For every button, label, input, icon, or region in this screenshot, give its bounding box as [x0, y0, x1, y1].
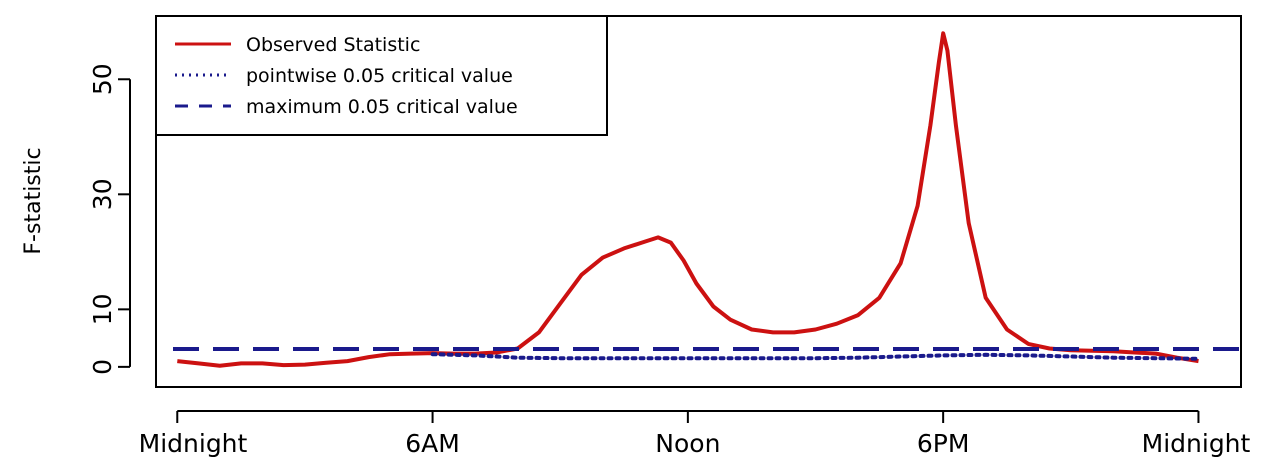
series-layer — [173, 31, 1241, 368]
x-tick-label: Midnight — [1142, 429, 1251, 458]
x-axis: Midnight 6AM Noon 6PM Midnight — [139, 410, 1251, 458]
plot-frame — [155, 15, 1242, 388]
plot-area — [155, 15, 1242, 388]
series-line-1 — [177, 31, 1199, 368]
y-axis-title: F-statistic — [21, 147, 46, 254]
legend: Observed Statistic pointwise 0.05 critica… — [155, 15, 608, 136]
x-tick-label: Midnight — [139, 429, 248, 458]
x-tick-label: 6PM — [917, 429, 970, 458]
x-tick-label: 6AM — [405, 429, 460, 458]
y-axis: 0 10 30 50 — [88, 63, 131, 375]
legend-label-3: maximum 0.05 critical value — [246, 96, 518, 118]
legend-box — [155, 15, 608, 136]
y-tick-label: 50 — [88, 63, 117, 95]
y-tick-label: 30 — [88, 178, 117, 210]
series-line-2 — [430, 352, 1201, 361]
legend-label-2: pointwise 0.05 critical value — [246, 65, 513, 87]
y-tick-label: 0 — [88, 359, 117, 375]
y-tick-label: 10 — [88, 293, 117, 325]
legend-label-1: Observed Statistic — [246, 34, 420, 56]
x-tick-label: Noon — [655, 429, 720, 458]
